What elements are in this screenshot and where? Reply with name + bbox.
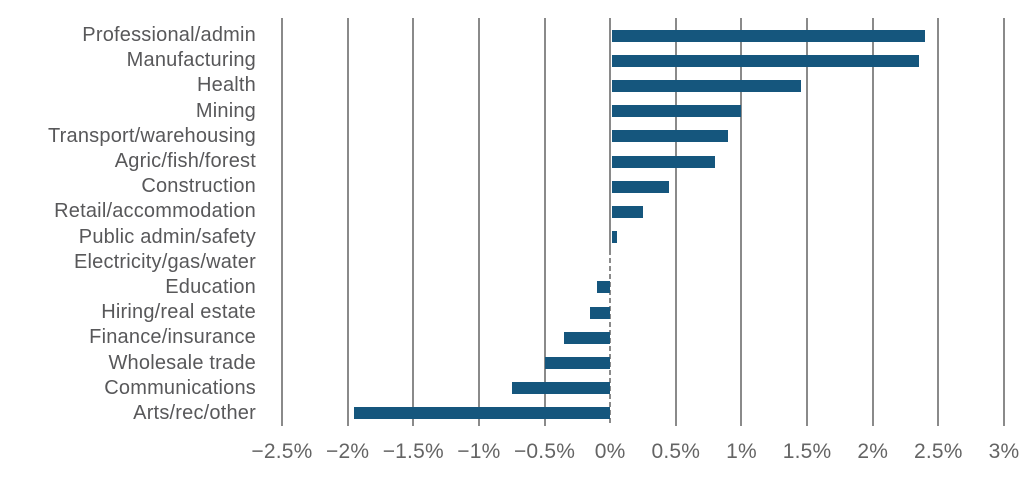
bar-wholesale-trade bbox=[544, 357, 611, 370]
category-label-manufacturing: Manufacturing bbox=[126, 49, 256, 72]
gridline bbox=[871, 18, 874, 426]
category-label-finance-insurance: Finance/insurance bbox=[89, 326, 256, 349]
gridline bbox=[543, 18, 546, 426]
zero-axis-line-dashed bbox=[609, 249, 612, 426]
x-tick-label: 0% bbox=[594, 440, 626, 463]
x-tick-label: 0.5% bbox=[651, 440, 701, 463]
bar-education bbox=[597, 281, 611, 294]
x-tick-label: 1.5% bbox=[782, 440, 832, 463]
x-tick-label: 2% bbox=[857, 440, 889, 463]
gridline bbox=[674, 18, 677, 426]
gridline bbox=[477, 18, 480, 426]
bar-public-admin-safety bbox=[612, 231, 617, 244]
x-axis: −2.5% −2% −1.5% −1% −0.5% 0% 0.5% 1% 1.5% 2% 2.5% 3… bbox=[0, 440, 1024, 470]
x-tick-label: −1% bbox=[457, 440, 501, 463]
bar-hiring-real-estate bbox=[590, 306, 611, 319]
category-label-electricity-gas-water: Electricity/gas/water bbox=[73, 250, 256, 273]
bar-professional-admin bbox=[612, 29, 926, 42]
category-label-arts-rec-other: Arts/rec/other bbox=[133, 401, 256, 424]
x-tick-label: −2% bbox=[326, 440, 370, 463]
category-label-transport-warehousing: Transport/warehousing bbox=[47, 124, 256, 147]
category-label-hiring-real-estate: Hiring/real estate bbox=[101, 301, 256, 324]
plot-area bbox=[281, 18, 1005, 426]
bar-transport-warehousing bbox=[612, 130, 729, 143]
gridline bbox=[806, 18, 809, 426]
category-label-communications: Communications bbox=[104, 376, 256, 399]
x-tick-label: 1% bbox=[726, 440, 757, 463]
bar-manufacturing bbox=[612, 54, 919, 67]
bar-finance-insurance bbox=[564, 331, 611, 344]
bar-mining bbox=[612, 105, 742, 118]
category-label-retail-accommodation: Retail/accommodation bbox=[54, 200, 256, 223]
x-tick-label: 3% bbox=[988, 440, 1020, 463]
gridline bbox=[937, 18, 940, 426]
x-tick-label: −1.5% bbox=[382, 440, 444, 463]
bar-communications bbox=[511, 382, 611, 395]
zero-axis-line-solid bbox=[609, 18, 612, 250]
category-label-mining: Mining bbox=[195, 99, 256, 122]
category-label-professional-admin: Professional/admin bbox=[82, 24, 256, 47]
gridline bbox=[1003, 18, 1005, 426]
x-tick-label: −2.5% bbox=[251, 440, 313, 463]
category-label-education: Education bbox=[165, 275, 256, 298]
bar-health bbox=[612, 79, 801, 92]
bar-agric-fish-forest bbox=[612, 155, 716, 168]
x-tick-label: 2.5% bbox=[914, 440, 963, 463]
gridline bbox=[412, 18, 415, 426]
gridline bbox=[346, 18, 349, 426]
gridline bbox=[281, 18, 283, 426]
category-label-health: Health bbox=[196, 74, 256, 97]
bar-retail-accommodation bbox=[612, 205, 643, 218]
bar-construction bbox=[612, 180, 670, 193]
gridline bbox=[740, 18, 743, 426]
category-label-wholesale-trade: Wholesale trade bbox=[108, 351, 256, 374]
x-tick-label: −0.5% bbox=[513, 440, 576, 463]
category-label-agric-fish-forest: Agric/fish/forest bbox=[114, 150, 256, 173]
category-label-public-admin-safety: Public admin/safety bbox=[78, 225, 256, 248]
bar-arts-rec-other bbox=[354, 407, 611, 420]
category-label-construction: Construction bbox=[141, 175, 256, 198]
